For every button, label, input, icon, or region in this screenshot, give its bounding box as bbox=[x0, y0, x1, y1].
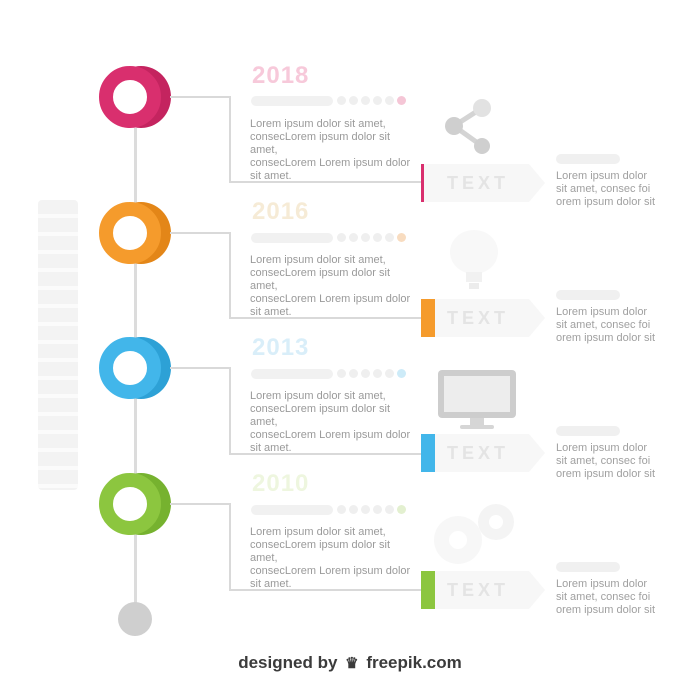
footer-brand: freepik.com bbox=[366, 653, 462, 672]
connector-2-h2 bbox=[229, 317, 422, 319]
timeline-node-2 bbox=[99, 202, 171, 264]
connector-4-v bbox=[229, 503, 231, 590]
lightbulb-icon bbox=[450, 230, 498, 289]
connector-4-h1 bbox=[170, 503, 231, 505]
connector-3-h2 bbox=[229, 453, 422, 455]
title-placeholder-bar-3 bbox=[251, 369, 333, 379]
text-tag-label-1: TEXT bbox=[447, 173, 510, 193]
vertical-title-decoration bbox=[38, 200, 78, 490]
timeline-node-4 bbox=[99, 473, 171, 535]
right-text-2: Lorem ipsum dolor sit amet, consec foi o… bbox=[556, 306, 656, 344]
right-heading-placeholder-1 bbox=[556, 154, 620, 164]
progress-dots-3 bbox=[337, 369, 406, 378]
text-tag-label-4: TEXT bbox=[447, 580, 510, 600]
progress-dots-4 bbox=[337, 505, 406, 514]
right-heading-placeholder-2 bbox=[556, 290, 620, 300]
text-tag-label-3: TEXT bbox=[447, 443, 510, 463]
timeline-node-3 bbox=[99, 337, 171, 399]
share-icon bbox=[445, 99, 491, 154]
text-tag-label-2: TEXT bbox=[447, 308, 510, 328]
step-body-text-3: Lorem ipsum dolor sit amet, consecLorem … bbox=[250, 390, 411, 454]
footer-credit: designed by ♛ freepik.com bbox=[0, 653, 700, 673]
text-tag-3: TEXT bbox=[421, 434, 545, 472]
year-label-2: 2016 bbox=[252, 198, 310, 225]
year-label-1: 2018 bbox=[252, 62, 310, 89]
progress-dots-2 bbox=[337, 233, 406, 242]
step-body-text-1: Lorem ipsum dolor sit amet, consecLorem … bbox=[250, 118, 411, 182]
right-heading-placeholder-4 bbox=[556, 562, 620, 572]
footer-prefix: designed by bbox=[238, 653, 338, 672]
connector-1-h1 bbox=[170, 96, 231, 98]
title-placeholder-bar-2 bbox=[251, 233, 333, 243]
connector-3-v bbox=[229, 367, 231, 454]
connector-1-v bbox=[229, 96, 231, 182]
right-text-4: Lorem ipsum dolor sit amet, consec foi o… bbox=[556, 578, 656, 616]
step-body-text-4: Lorem ipsum dolor sit amet, consecLorem … bbox=[250, 526, 411, 590]
text-tag-1: TEXT bbox=[421, 164, 545, 202]
right-heading-placeholder-3 bbox=[556, 426, 620, 436]
timeline-node-1 bbox=[99, 66, 171, 128]
gears-icon bbox=[434, 504, 514, 564]
connector-1-h2 bbox=[229, 181, 422, 183]
title-placeholder-bar-1 bbox=[251, 96, 333, 106]
monitor-icon bbox=[438, 370, 516, 429]
timeline-end-node bbox=[118, 602, 152, 636]
right-text-3: Lorem ipsum dolor sit amet, consec foi o… bbox=[556, 442, 656, 480]
connector-3-h1 bbox=[170, 367, 231, 369]
text-tag-2: TEXT bbox=[421, 299, 545, 337]
connector-2-v bbox=[229, 232, 231, 318]
right-text-1: Lorem ipsum dolor sit amet, consec foi o… bbox=[556, 170, 656, 208]
connector-2-h1 bbox=[170, 232, 231, 234]
step-body-text-2: Lorem ipsum dolor sit amet, consecLorem … bbox=[250, 254, 411, 318]
text-tag-4: TEXT bbox=[421, 571, 545, 609]
year-label-4: 2010 bbox=[252, 470, 310, 497]
title-placeholder-bar-4 bbox=[251, 505, 333, 515]
connector-4-h2 bbox=[229, 589, 422, 591]
year-label-3: 2013 bbox=[252, 334, 310, 361]
freepik-logo-icon: ♛ bbox=[345, 655, 359, 672]
progress-dots-1 bbox=[337, 96, 406, 105]
